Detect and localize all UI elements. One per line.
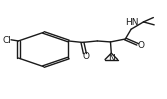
Text: N: N <box>108 54 115 63</box>
Text: O: O <box>82 52 89 61</box>
Text: O: O <box>137 41 144 50</box>
Text: Cl: Cl <box>3 36 12 45</box>
Text: HN: HN <box>125 19 138 28</box>
